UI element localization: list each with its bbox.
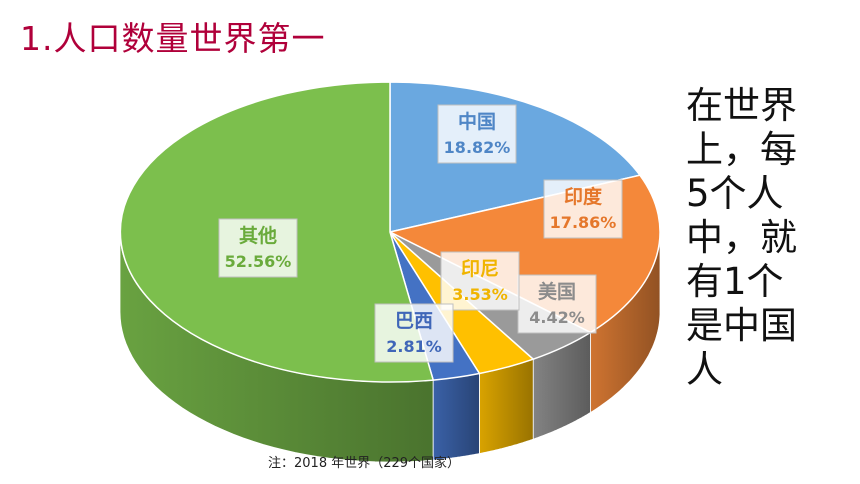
slice-name: 巴西 [395, 310, 433, 332]
slice-3-label: 美国 4.42% [517, 274, 597, 334]
label-box [437, 104, 517, 164]
slice-1-label: 中国 18.82% [437, 104, 517, 164]
label-box [543, 179, 623, 239]
footnote: 注：2018 年世界（229个国家） [268, 456, 461, 471]
label-box [517, 274, 597, 334]
slice-value: 18.82% [444, 138, 511, 157]
slice-value: 3.53% [452, 285, 508, 304]
slice-name: 印尼 [461, 258, 499, 280]
page-title: 1.人口数量世界第一 [20, 19, 326, 58]
slice-6-label: 其他 52.56% [218, 218, 298, 278]
slice-4-side [479, 358, 534, 454]
slice-5-label: 巴西 2.81% [374, 303, 454, 363]
pie-sides [119, 231, 661, 463]
slice-value: 17.86% [550, 213, 617, 232]
label-box [440, 251, 520, 311]
slice-value: 52.56% [225, 252, 292, 271]
side-caption: 在世界 上，每 5个人 中，就 有1个 是中国 人 [686, 84, 797, 391]
slice-4-label: 印尼 3.53% [440, 251, 520, 311]
slice-name: 中国 [458, 110, 496, 133]
slice-name: 其他 [239, 224, 277, 247]
slice-name: 美国 [538, 280, 576, 303]
pie-labels: 中国 18.82% 印度 17.86% 美国 4.42% 印尼 3.53% 巴西 2.81% 其他 5… [218, 104, 623, 363]
slice-value: 4.42% [529, 308, 585, 327]
slice-value: 2.81% [386, 337, 442, 356]
slice-2-label: 印度 17.86% [543, 179, 623, 239]
slice-name: 印度 [564, 185, 603, 208]
label-box [374, 303, 454, 363]
slice-5-side [432, 372, 480, 461]
label-box [218, 218, 298, 278]
